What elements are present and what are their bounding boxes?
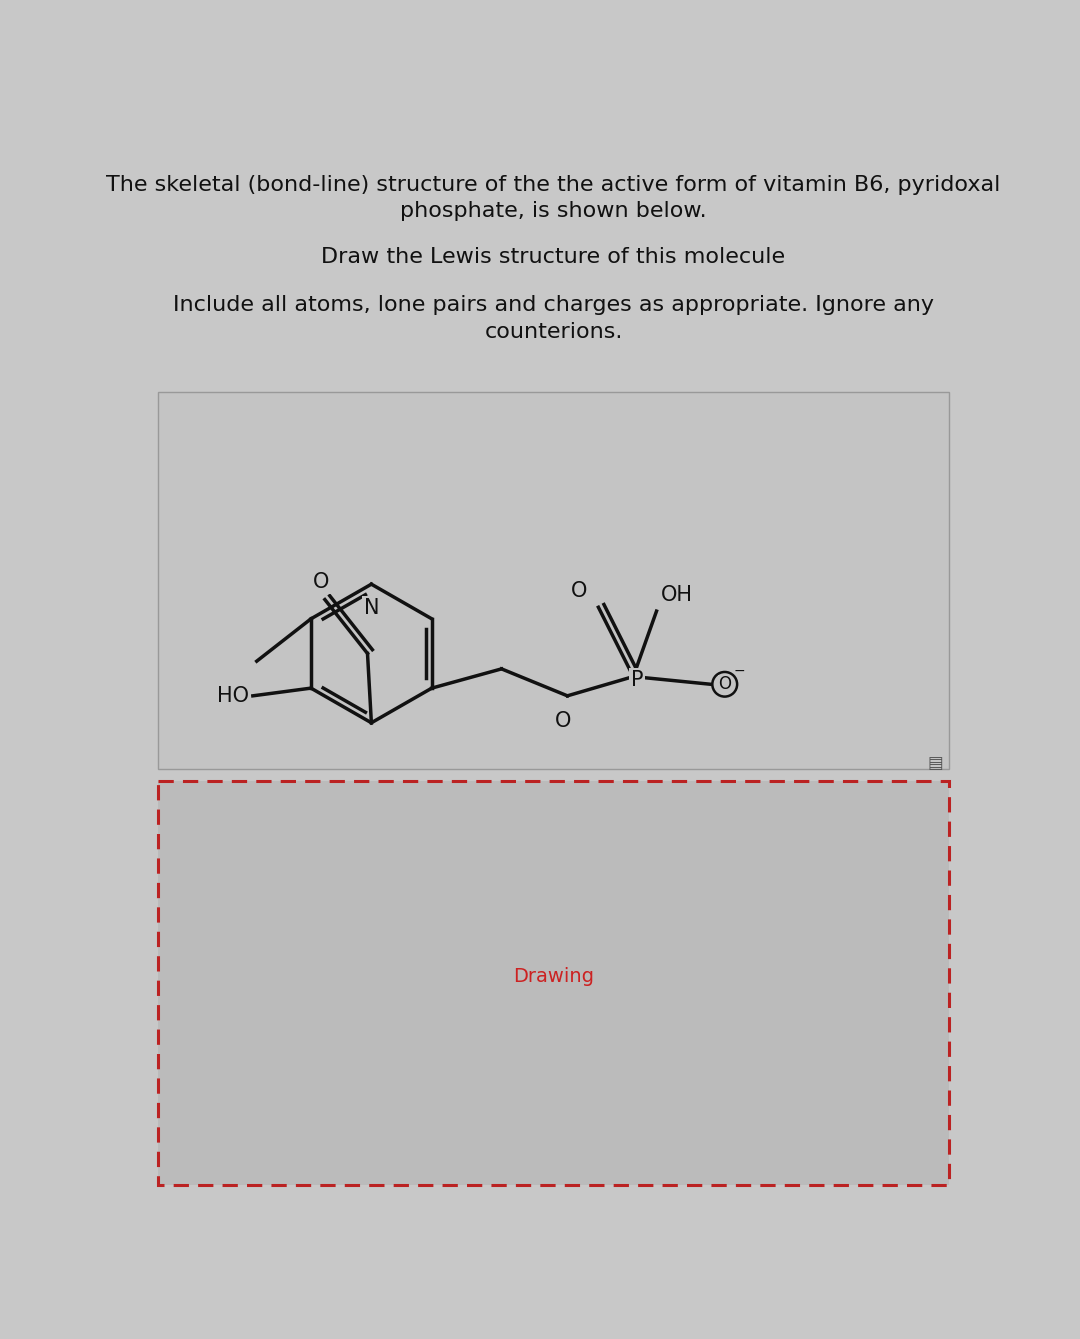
Bar bbox=[159, 781, 948, 1185]
Text: phosphate, is shown below.: phosphate, is shown below. bbox=[401, 201, 706, 221]
Text: The skeletal (bond-line) structure of the the active form of vitamin B6, pyridox: The skeletal (bond-line) structure of th… bbox=[106, 174, 1001, 194]
Text: OH: OH bbox=[660, 585, 692, 605]
Text: Draw the Lewis structure of this molecule: Draw the Lewis structure of this molecul… bbox=[322, 246, 785, 266]
Text: P: P bbox=[631, 671, 644, 691]
Bar bbox=[159, 781, 948, 1185]
Bar bbox=[159, 392, 948, 769]
Text: Drawing: Drawing bbox=[513, 967, 594, 987]
Text: counterions.: counterions. bbox=[484, 323, 623, 343]
Text: O: O bbox=[570, 581, 586, 601]
Text: O: O bbox=[718, 675, 731, 694]
Text: N: N bbox=[364, 599, 379, 619]
Text: HO: HO bbox=[217, 686, 249, 706]
Text: Include all atoms, lone pairs and charges as appropriate. Ignore any: Include all atoms, lone pairs and charge… bbox=[173, 296, 934, 316]
Text: ▤: ▤ bbox=[928, 754, 944, 771]
Text: O: O bbox=[313, 572, 329, 592]
Text: −: − bbox=[733, 663, 745, 678]
Text: O: O bbox=[555, 711, 571, 731]
